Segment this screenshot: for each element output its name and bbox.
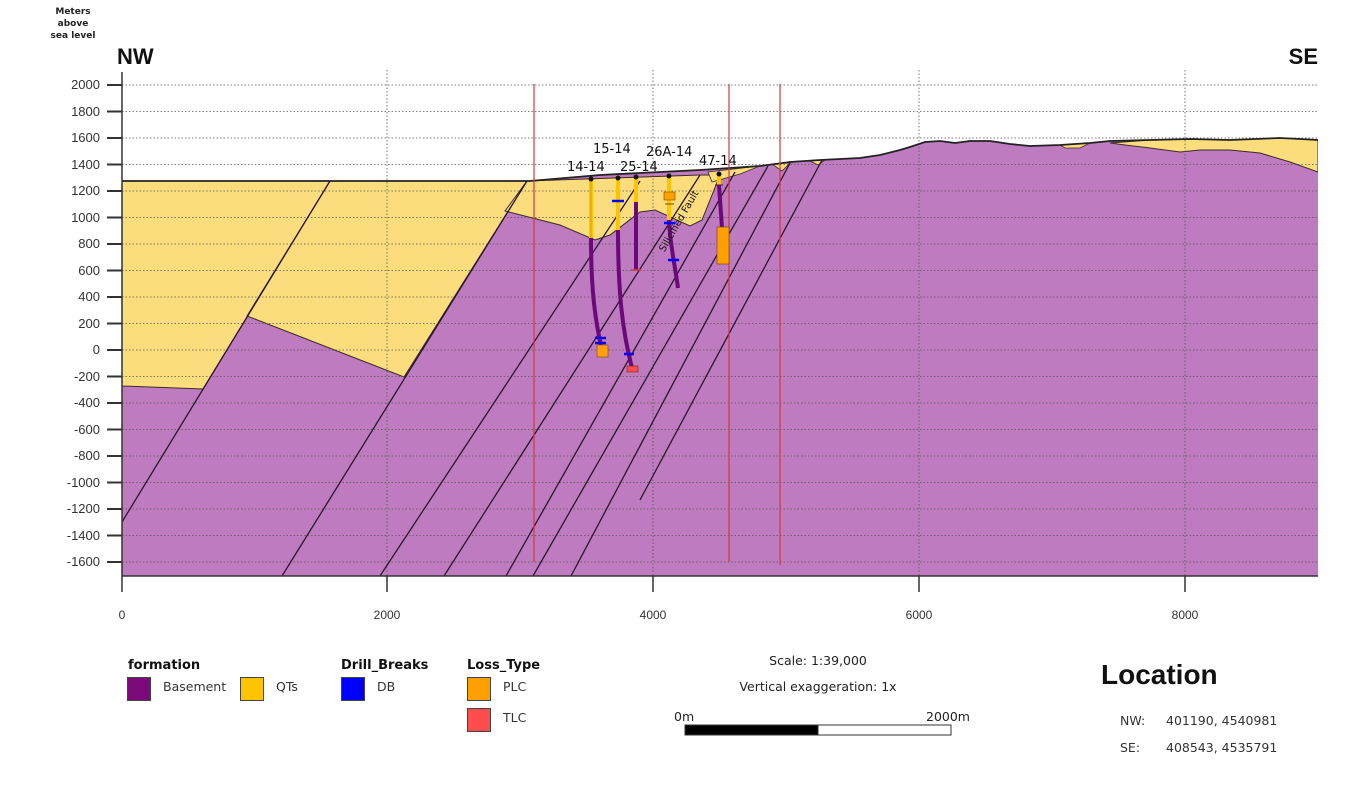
y-axis-title: Meters above sea level: [48, 6, 98, 42]
x-tick-2000: 2000: [373, 608, 401, 622]
well-14-14[interactable]: [588, 176, 609, 358]
legend-tlc-label: TLC: [503, 710, 527, 725]
well-26A-14[interactable]: [663, 173, 680, 289]
y-tick-neg1200: -1200: [66, 501, 100, 516]
well-label-15-14: 15-14: [593, 142, 631, 157]
y-tick-400: 400: [78, 289, 100, 304]
location-se-value: 408543, 4535791: [1166, 740, 1278, 755]
nw-direction-label: NW: [117, 44, 154, 69]
location-nw-label: NW:: [1120, 713, 1146, 728]
se-direction-label: SE: [1288, 44, 1318, 69]
location-se-label: SE:: [1120, 740, 1141, 755]
y-tick-neg200: -200: [73, 369, 100, 384]
location-title: Location: [1101, 659, 1218, 690]
x-tick-0: 0: [118, 608, 126, 622]
y-tick-1800: 1800: [71, 104, 100, 119]
scale-text: Scale: 1:39,000: [769, 653, 867, 668]
scale-bar-end-label: 2000m: [926, 709, 970, 724]
y-tick-neg1000: -1000: [66, 475, 100, 490]
x-tick-8000: 8000: [1171, 608, 1199, 622]
legend-loss-type-title: Loss_Type: [467, 658, 541, 673]
vertical-exaggeration-text: Vertical exaggeration: 1x: [739, 679, 897, 694]
y-tick-neg400: -400: [73, 395, 100, 410]
legend-basement-label: Basement: [163, 679, 227, 694]
scale-bar: [684, 724, 952, 736]
well-label-25-14: 25-14: [620, 160, 658, 175]
legend-plc-swatch: [467, 677, 491, 701]
y-tick-1400: 1400: [71, 157, 100, 172]
legend-qts-label: QTs: [276, 679, 298, 694]
x-tick-marks: [121, 576, 1186, 592]
well-15-14[interactable]: [612, 175, 639, 373]
well-25-14[interactable]: [631, 174, 641, 271]
y-tick-800: 800: [78, 236, 100, 251]
well-label-26A-14: 26A-14: [646, 145, 693, 160]
well-label-14-14: 14-14: [567, 160, 605, 175]
y-axis-title-line3: sea level: [50, 31, 96, 41]
y-axis-title-line1: Meters: [55, 7, 91, 17]
y-tick-1000: 1000: [71, 210, 100, 225]
legend-tlc-swatch: [467, 708, 491, 732]
y-tick-neg1600: -1600: [66, 554, 100, 569]
y-tick-neg600: -600: [73, 422, 100, 437]
vertical-gridlines: [386, 70, 1186, 576]
y-tick-neg1400: -1400: [66, 528, 100, 543]
legend-basement-swatch: [127, 677, 151, 701]
topography-line: [122, 137, 1318, 182]
legend-drill-breaks-title: Drill_Breaks: [341, 658, 429, 673]
y-tick-600: 600: [78, 263, 100, 278]
legend-formation-title: formation: [128, 658, 201, 673]
section-marker-lines: [533, 84, 781, 565]
scale-bar-start-label: 0m: [674, 709, 695, 724]
y-tick-2000: 2000: [71, 77, 100, 92]
y-tick-1600: 1600: [71, 130, 100, 145]
well-label-47-14: 47-14: [699, 154, 737, 169]
y-tick-0: 0: [92, 342, 100, 357]
fault-lines: [122, 159, 823, 576]
y-tick-marks: [107, 84, 122, 563]
x-tick-6000: 6000: [905, 608, 933, 622]
legend-db-swatch: [341, 677, 365, 701]
y-tick-200: 200: [78, 316, 100, 331]
x-tick-4000: 4000: [639, 608, 667, 622]
y-tick-1200: 1200: [71, 183, 100, 198]
legend-plc-label: PLC: [503, 679, 527, 694]
legend-db-label: DB: [377, 679, 396, 694]
y-tick-neg800: -800: [73, 448, 100, 463]
y-axis-title-line2: above: [57, 19, 89, 29]
legend-qts-swatch: [240, 677, 264, 701]
location-nw-value: 401190, 4540981: [1166, 713, 1278, 728]
well-47-14[interactable]: [715, 171, 730, 265]
